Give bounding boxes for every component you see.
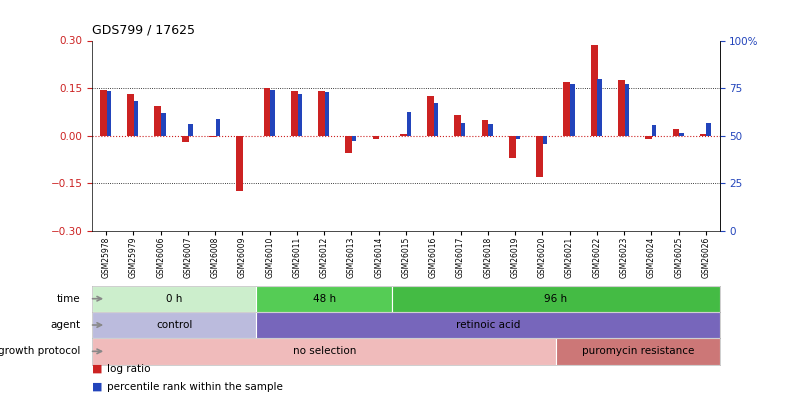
Text: ■: ■ xyxy=(92,364,103,373)
Bar xyxy=(297,94,301,136)
Text: puromycin resistance: puromycin resistance xyxy=(581,346,693,356)
Bar xyxy=(270,90,275,136)
Text: 0 h: 0 h xyxy=(166,294,182,304)
Bar xyxy=(563,82,569,136)
Text: ■: ■ xyxy=(92,382,103,392)
Bar xyxy=(92,286,255,312)
Bar xyxy=(651,125,655,136)
Bar xyxy=(679,133,683,136)
Bar xyxy=(92,312,255,338)
Bar xyxy=(188,124,193,136)
Bar xyxy=(181,136,189,142)
Bar xyxy=(406,112,410,136)
Bar xyxy=(706,123,710,136)
Bar xyxy=(508,136,516,158)
Text: control: control xyxy=(156,320,192,330)
Bar xyxy=(324,92,328,136)
Text: 96 h: 96 h xyxy=(544,294,567,304)
Bar xyxy=(597,79,601,136)
Bar xyxy=(209,136,215,137)
Bar xyxy=(215,119,220,136)
Bar xyxy=(161,113,165,136)
Text: log ratio: log ratio xyxy=(107,364,150,373)
Bar xyxy=(345,136,352,153)
Bar xyxy=(154,106,161,136)
Bar xyxy=(618,80,624,136)
Bar xyxy=(671,129,679,136)
Text: 48 h: 48 h xyxy=(312,294,336,304)
Bar xyxy=(481,120,488,136)
Bar xyxy=(127,94,134,136)
Bar xyxy=(461,123,465,136)
Bar xyxy=(372,136,379,139)
Bar xyxy=(352,136,356,141)
Bar xyxy=(569,84,574,136)
Text: GDS799 / 17625: GDS799 / 17625 xyxy=(92,23,195,36)
Text: time: time xyxy=(57,294,80,304)
Bar xyxy=(434,103,438,136)
Bar xyxy=(255,286,392,312)
Bar xyxy=(699,134,706,136)
Text: percentile rank within the sample: percentile rank within the sample xyxy=(107,382,283,392)
Bar xyxy=(318,91,324,136)
Text: retinoic acid: retinoic acid xyxy=(455,320,520,330)
Bar xyxy=(399,134,406,136)
Bar xyxy=(645,136,651,139)
Bar xyxy=(134,101,138,136)
Bar xyxy=(542,136,547,144)
Bar xyxy=(291,91,297,136)
Bar xyxy=(107,91,111,136)
Bar xyxy=(100,90,107,136)
Bar xyxy=(515,136,520,139)
Bar xyxy=(426,96,434,136)
Bar xyxy=(590,45,597,136)
Bar xyxy=(392,286,719,312)
Bar xyxy=(236,136,243,191)
Bar xyxy=(624,84,628,136)
Bar xyxy=(454,115,461,136)
Text: no selection: no selection xyxy=(292,346,356,356)
Bar xyxy=(556,338,719,365)
Text: growth protocol: growth protocol xyxy=(0,346,80,356)
Bar xyxy=(263,88,270,136)
Text: agent: agent xyxy=(51,320,80,330)
Bar xyxy=(92,338,556,365)
Bar xyxy=(536,136,542,177)
Bar xyxy=(255,312,719,338)
Bar xyxy=(487,124,492,136)
